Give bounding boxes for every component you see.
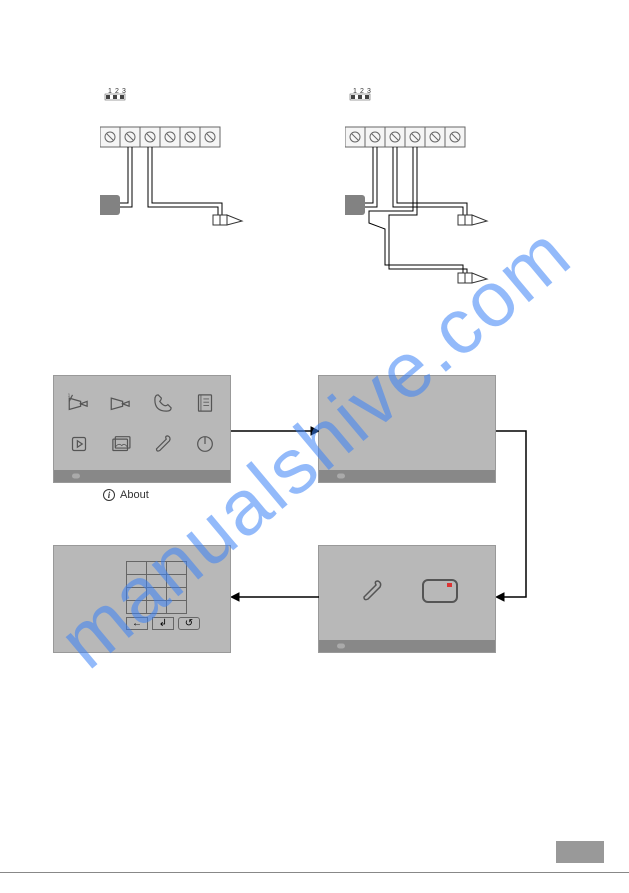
tool-icon[interactable] [144, 425, 182, 462]
controller-box [100, 195, 120, 215]
wiring-diagram-dual: 1 2 3 [345, 85, 545, 345]
playback-icon[interactable] [60, 425, 98, 462]
controller-box [345, 195, 365, 215]
flow-arrow [231, 591, 319, 603]
keypad-cancel-button[interactable]: ↺ [178, 617, 200, 630]
handset-icon[interactable] [144, 384, 182, 421]
wiring-diagram-single: 1 2 3 [100, 85, 280, 285]
terminal-block [345, 127, 465, 147]
page-footer-rule [0, 872, 629, 873]
flow-arrow [231, 425, 319, 437]
sensor-device [458, 273, 487, 283]
sensor-device [458, 215, 487, 225]
camera-main-icon[interactable]: 1 [60, 384, 98, 421]
ui-flow-section: 1 [0, 375, 629, 745]
blank-panel [318, 375, 496, 483]
gallery-icon[interactable] [102, 425, 140, 462]
programming-panel [318, 545, 496, 653]
about-label: i About [103, 489, 149, 501]
about-text: About [120, 489, 149, 501]
camera-alt-icon[interactable] [102, 384, 140, 421]
keypad-grid[interactable] [126, 561, 187, 614]
sensor-device [213, 215, 242, 225]
info-icon: i [103, 489, 115, 501]
main-menu-panel: 1 [53, 375, 231, 483]
power-icon[interactable] [186, 425, 224, 462]
page-number-box [556, 841, 604, 863]
terminal-block [100, 127, 220, 147]
panel-footer [319, 470, 495, 482]
wiring-section: 1 2 3 [0, 85, 629, 345]
svg-text:1: 1 [68, 392, 71, 398]
flow-arrow [496, 425, 536, 605]
keypad-back-button[interactable]: ← [126, 617, 148, 630]
panel-footer [54, 470, 230, 482]
panel-footer [319, 640, 495, 652]
tool-icon[interactable] [356, 575, 388, 612]
card-icon[interactable] [421, 576, 459, 611]
keypad-panel: ← ↲ ↺ [53, 545, 231, 653]
keypad-enter-button[interactable]: ↲ [152, 617, 174, 630]
book-icon[interactable] [186, 384, 224, 421]
